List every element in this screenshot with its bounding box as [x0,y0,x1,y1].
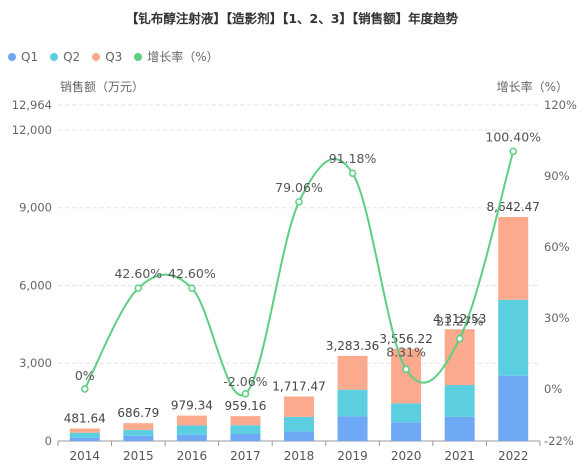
growth-label: 0% [75,368,95,383]
bar-total-label: 1,717.47 [272,379,325,393]
bar-q3 [337,355,368,390]
bar-total-label: 686.79 [117,406,159,420]
bar-q1 [284,431,314,441]
x-tick-label: 2016 [177,449,208,463]
x-tick-label: 2022 [498,449,529,463]
y-tick-right-label: -22% [544,434,574,448]
legend-label-q1: Q1 [21,49,39,64]
y-tick-left-label: 6,000 [19,278,52,292]
growth-label: 21.27% [436,314,484,329]
growth-point [402,365,410,374]
y-tick-left-label: 0 [45,434,52,448]
growth-point [509,147,517,156]
y-tick-right-label: 60% [544,240,570,254]
growth-point [134,284,143,292]
growth-label: -2.06% [223,374,267,389]
bar-total-label: 8,642.47 [487,200,540,214]
x-tick-label: 2019 [337,449,368,463]
bar-q1 [337,416,368,441]
y-tick-right-label: 0% [544,382,562,396]
bar-q2 [176,425,207,435]
legend-swatch-growth [134,52,143,61]
bar-total-label: 3,283.36 [326,339,379,353]
legend-item-growth[interactable]: 增长率（%） [134,48,219,65]
bar-q2 [69,432,100,438]
legend-label-q2: Q2 [63,49,81,64]
bar-total-label: 4,312.53 [433,312,486,326]
legend-label-growth: 增长率（%） [147,50,219,64]
bar-q2 [230,425,261,435]
x-tick-label: 2020 [391,449,422,463]
legend-swatch-q3 [92,52,101,61]
bar-q2 [284,416,314,432]
bar-q3 [284,396,314,417]
growth-rate-line [83,151,515,397]
growth-label: 42.60% [114,266,162,281]
bar-q3 [176,415,207,426]
bar-q1 [444,416,475,441]
x-tick-label: 2015 [123,449,154,463]
growth-point [455,334,464,343]
legend-swatch-q2 [50,52,59,61]
bar-q1 [176,434,207,441]
legend-item-q2[interactable]: Q2 [50,50,80,64]
bar-q3 [69,428,100,433]
bar-q2 [123,429,154,436]
y-axis-right-title: 增长率（%） [497,79,568,94]
growth-label: 8.31% [386,344,426,359]
growth-point [241,390,250,398]
bar-q2 [498,299,529,376]
y-tick-left-label: 12,000 [12,123,52,137]
y-tick-left-label: 3,000 [19,356,52,370]
legend-item-q3[interactable]: Q3 [92,50,122,64]
x-tick-label: 2017 [230,449,261,463]
growth-label: 79.06% [275,180,323,195]
y-tick-right-label: 30% [544,311,570,325]
legend-swatch-q1 [8,52,16,61]
chart-title: 【钆布醇注射液】【造影剂】【1、2、3】【销售额】年度趋势 [125,11,459,26]
x-tick-label: 2014 [70,449,101,463]
bar-q3 [498,217,529,300]
bar-total-label: 979.34 [171,399,213,413]
bar-q2 [444,385,475,417]
bar-q1 [230,434,261,441]
bar-q3 [230,416,261,426]
bar-q1 [498,375,529,441]
growth-label: 91.18% [329,151,377,166]
growth-label: 42.60% [168,266,216,281]
growth-label: 100.40% [485,129,541,144]
bar-q1 [69,437,100,441]
bar-q3 [391,348,422,404]
bar-q1 [391,422,422,441]
growth-point [81,385,89,393]
growth-point [295,198,303,206]
growth-point [348,169,357,177]
y-axis-left-title: 销售额（万元） [60,79,144,94]
bar-total-label: 959.16 [224,399,266,413]
legend: Q1 Q2 Q3 增长率（%） [8,48,231,65]
y-tick-right-label: 90% [544,169,570,183]
bar-total-label: 481.64 [64,412,106,426]
y-tick-left-label: 12,964 [12,98,52,112]
y-tick-right-label: 120% [544,98,577,112]
bar-q1 [123,435,154,441]
y-tick-left-label: 9,000 [19,201,52,215]
x-tick-label: 2021 [444,449,475,463]
growth-point [188,284,196,292]
bar-q3 [123,423,154,430]
legend-item-q1[interactable]: Q1 [8,50,38,64]
bar-q2 [391,403,422,423]
x-tick-label: 2018 [284,449,315,463]
legend-label-q3: Q3 [105,49,123,64]
bar-q2 [337,389,368,417]
